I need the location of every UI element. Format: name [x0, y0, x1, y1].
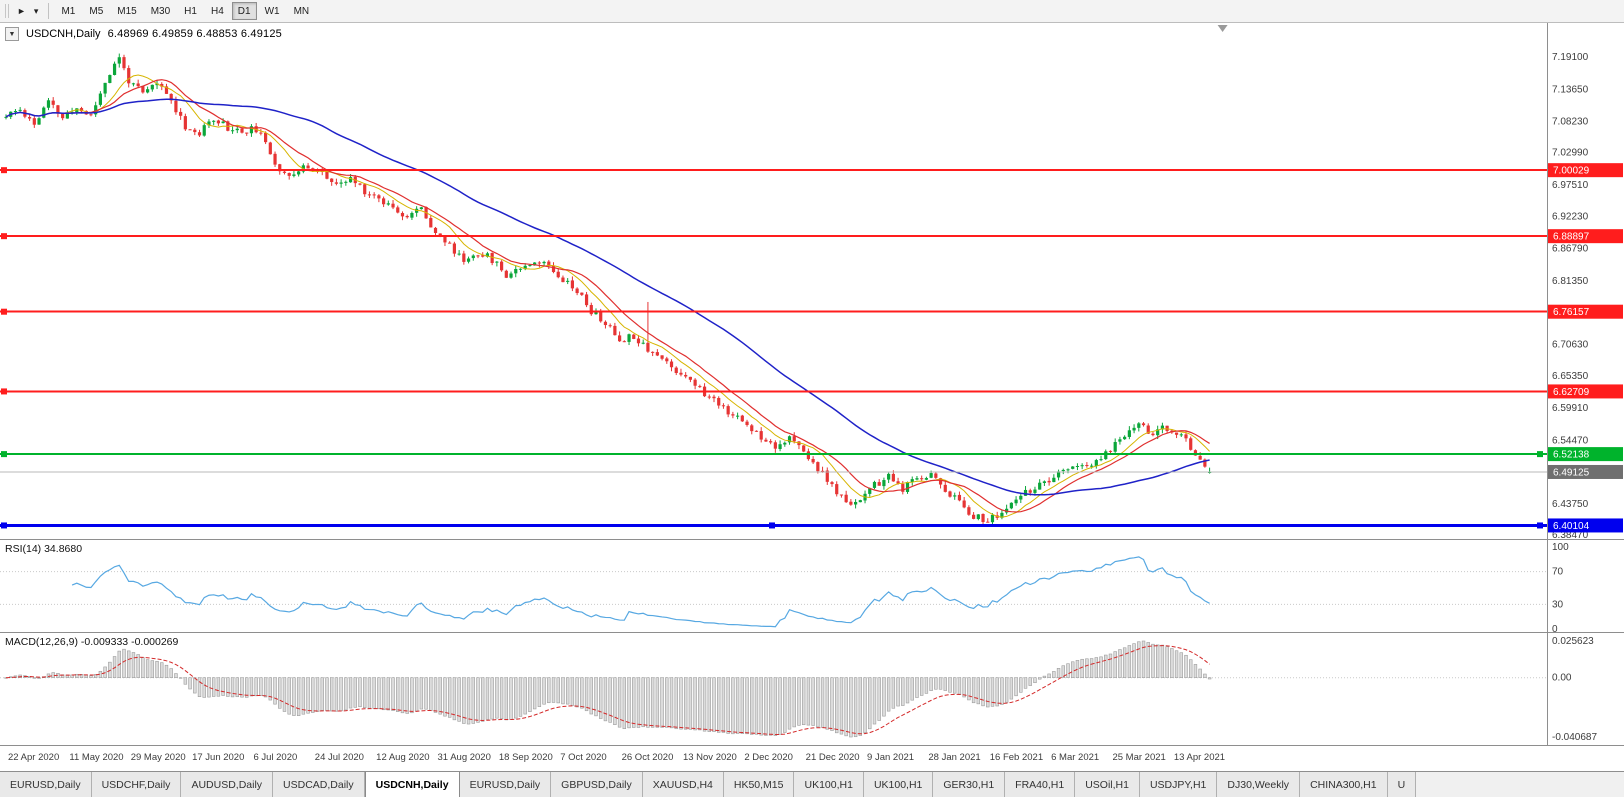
svg-text:6.65350: 6.65350 [1552, 371, 1589, 382]
svg-text:7.08230: 7.08230 [1552, 117, 1589, 128]
symbol-tabbar: EURUSD,Daily USDCHF,Daily AUDUSD,Daily USDC… [0, 771, 1624, 797]
svg-text:30: 30 [1552, 599, 1564, 610]
symbol-tab-usdjpy-h1[interactable]: USDJPY,H1 [1139, 772, 1218, 797]
svg-text:18 Sep 2020: 18 Sep 2020 [499, 752, 553, 763]
svg-text:6.59910: 6.59910 [1552, 403, 1589, 414]
symbol-tab-eurusd-daily[interactable]: EURUSD,Daily [0, 772, 92, 797]
svg-text:13 Nov 2020: 13 Nov 2020 [683, 752, 737, 763]
svg-text:-0.040687: -0.040687 [1552, 732, 1597, 743]
timeframe-button-m30[interactable]: M30 [145, 2, 176, 20]
svg-text:12 Aug 2020: 12 Aug 2020 [376, 752, 429, 763]
symbol-tab-eurusd-daily[interactable]: EURUSD,Daily [459, 772, 552, 797]
svg-text:6.97510: 6.97510 [1552, 180, 1589, 191]
one-click-trading-collapse-button[interactable]: ▼ [5, 27, 19, 41]
svg-text:6.88897: 6.88897 [1553, 232, 1590, 243]
timeframe-button-h1[interactable]: H1 [178, 2, 203, 20]
svg-text:7.00029: 7.00029 [1553, 166, 1590, 177]
svg-text:6 Jul 2020: 6 Jul 2020 [253, 752, 297, 763]
svg-text:6.43750: 6.43750 [1552, 499, 1589, 510]
svg-text:9 Jan 2021: 9 Jan 2021 [867, 752, 914, 763]
rsi-pane[interactable] [0, 556, 1547, 628]
svg-text:2 Dec 2020: 2 Dec 2020 [744, 752, 793, 763]
price-axis[interactable]: 7.19100 7.13650 7.08230 7.02990 6.97510 6.922… [5, 52, 1623, 743]
chart-ohlc-values: 6.48969 6.49859 6.48853 6.49125 [107, 28, 282, 40]
chart-canvas[interactable]: 7.19100 7.13650 7.08230 7.02990 6.97510 6.922… [0, 23, 1624, 771]
svg-text:6.81350: 6.81350 [1552, 276, 1589, 287]
symbol-tab-u[interactable]: U [1387, 772, 1417, 797]
symbol-tab-dj30-weekly[interactable]: DJ30,Weekly [1217, 772, 1301, 797]
symbol-tab-gbpusd-daily[interactable]: GBPUSD,Daily [551, 772, 643, 797]
symbol-tab-uk100-h1[interactable]: UK100,H1 [863, 772, 934, 797]
timeframe-button-h4[interactable]: H4 [205, 2, 230, 20]
chart-mode-icon[interactable]: ► [13, 2, 30, 20]
svg-text:13 Apr 2021: 13 Apr 2021 [1174, 752, 1225, 763]
svg-text:6.86790: 6.86790 [1552, 244, 1589, 255]
svg-text:0: 0 [1552, 624, 1558, 635]
svg-text:28 Jan 2021: 28 Jan 2021 [928, 752, 980, 763]
triangle-down-icon: ▼ [8, 30, 16, 38]
timeframe-button-mn[interactable]: MN [288, 2, 316, 20]
svg-text:16 Feb 2021: 16 Feb 2021 [990, 752, 1043, 763]
svg-text:RSI(14) 34.8680: RSI(14) 34.8680 [5, 543, 82, 555]
svg-text:7.19100: 7.19100 [1552, 52, 1589, 63]
svg-text:0.025623: 0.025623 [1552, 636, 1594, 647]
svg-text:7.13650: 7.13650 [1552, 84, 1589, 95]
svg-text:22 Apr 2020: 22 Apr 2020 [8, 752, 59, 763]
svg-text:7.02990: 7.02990 [1552, 148, 1589, 159]
svg-text:6.38470: 6.38470 [1552, 530, 1589, 541]
svg-text:24 Jul 2020: 24 Jul 2020 [315, 752, 364, 763]
timeframe-toolbar: ► ▾ M1 M5 M15 M30 H1 H4 D1 W1 MN [0, 0, 1624, 23]
svg-text:6 Mar 2021: 6 Mar 2021 [1051, 752, 1099, 763]
symbol-tab-china300-h1[interactable]: CHINA300,H1 [1300, 772, 1388, 797]
svg-text:17 Jun 2020: 17 Jun 2020 [192, 752, 244, 763]
chart-shift-marker-icon [1217, 25, 1228, 32]
svg-text:MACD(12,26,9) -0.009333 -0.000: MACD(12,26,9) -0.009333 -0.000269 [5, 636, 179, 648]
svg-text:70: 70 [1552, 567, 1564, 578]
symbol-tab-ger30-h1[interactable]: GER30,H1 [933, 772, 1006, 797]
symbol-tab-hk50-m15[interactable]: HK50,M15 [723, 772, 795, 797]
svg-text:6.54470: 6.54470 [1552, 435, 1589, 446]
svg-text:6.62709: 6.62709 [1553, 387, 1590, 398]
svg-text:7 Oct 2020: 7 Oct 2020 [560, 752, 606, 763]
main-price-pane[interactable] [0, 53, 1547, 527]
svg-text:25 Mar 2021: 25 Mar 2021 [1112, 752, 1165, 763]
time-axis[interactable]: 22 Apr 2020 11 May 2020 29 May 2020 17 Jun … [8, 752, 1225, 763]
symbol-tab-fra40-h1[interactable]: FRA40,H1 [1005, 772, 1076, 797]
svg-text:6.76157: 6.76157 [1553, 307, 1590, 318]
svg-text:29 May 2020: 29 May 2020 [131, 752, 186, 763]
symbol-tab-usdcnh-daily[interactable]: USDCNH,Daily [364, 772, 460, 797]
svg-text:100: 100 [1552, 542, 1569, 553]
symbol-tab-audusd-daily[interactable]: AUDUSD,Daily [181, 772, 274, 797]
svg-text:31 Aug 2020: 31 Aug 2020 [438, 752, 491, 763]
timeframe-button-m15[interactable]: M15 [111, 2, 142, 20]
timeframe-buttons: M1 M5 M15 M30 H1 H4 D1 W1 MN [55, 2, 317, 20]
svg-text:11 May 2020: 11 May 2020 [69, 752, 123, 763]
macd-pane[interactable] [0, 640, 1547, 738]
svg-text:6.92230: 6.92230 [1552, 211, 1589, 222]
timeframe-button-m5[interactable]: M5 [83, 2, 109, 20]
chart-title: ▼ USDCNH,Daily 6.48969 6.49859 6.48853 6… [5, 27, 282, 41]
symbol-tab-usoil-h1[interactable]: USOil,H1 [1075, 772, 1140, 797]
svg-text:26 Oct 2020: 26 Oct 2020 [622, 752, 674, 763]
symbol-tab-usdchf-daily[interactable]: USDCHF,Daily [91, 772, 182, 797]
timeframe-button-w1[interactable]: W1 [259, 2, 286, 20]
timeframe-button-d1[interactable]: D1 [231, 2, 257, 20]
symbol-tab-xauusd-h4[interactable]: XAUUSD,H4 [642, 772, 724, 797]
svg-text:6.49125: 6.49125 [1553, 467, 1590, 478]
toolbar-grip[interactable] [5, 4, 9, 18]
svg-text:0.00: 0.00 [1552, 673, 1572, 684]
svg-text:6.70630: 6.70630 [1552, 339, 1589, 350]
symbol-tab-uk100-h1[interactable]: UK100,H1 [794, 772, 864, 797]
timeframe-button-m1[interactable]: M1 [55, 2, 81, 20]
toolbar-separator [48, 3, 50, 19]
svg-text:6.52138: 6.52138 [1553, 450, 1590, 461]
svg-text:21 Dec 2020: 21 Dec 2020 [806, 752, 860, 763]
symbol-tab-usdcad-daily[interactable]: USDCAD,Daily [273, 772, 365, 797]
svg-text:6.40104: 6.40104 [1553, 521, 1590, 532]
chart-symbol-label: USDCNH,Daily [26, 28, 101, 40]
toolbar-dropdown-caret-icon[interactable]: ▾ [30, 2, 43, 20]
